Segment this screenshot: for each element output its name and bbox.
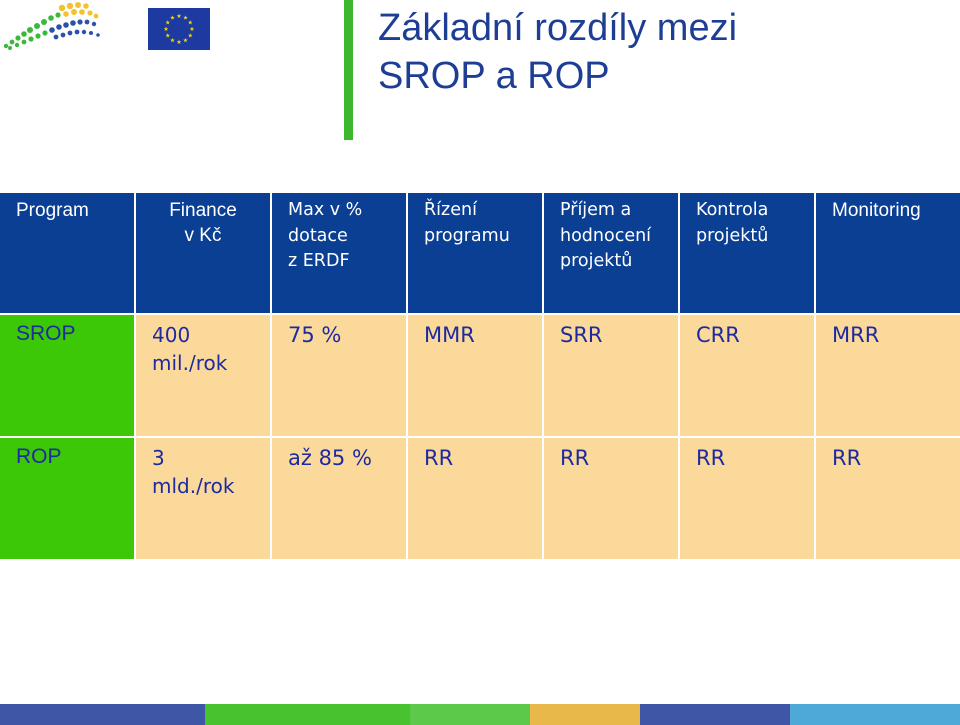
header-rizeni-line: programu <box>424 225 510 246</box>
header-max-dotace: Max v % dotace z ERDF <box>272 193 406 313</box>
footer-strip-green <box>205 704 410 725</box>
row-srop-prijem: SRR <box>544 315 678 436</box>
footer-strip-green-light <box>410 704 530 725</box>
row-rop-finance: 3 mld./rok <box>136 438 270 559</box>
row-rop-rizeni: RR <box>408 438 542 559</box>
footer-strip-cyan <box>790 704 960 725</box>
header-prijem: Příjem a hodnocení projektů <box>544 193 678 313</box>
eu-flag-icon <box>148 8 210 50</box>
header-program-line: Program <box>16 200 89 221</box>
row-srop-monitoring: MRR <box>816 315 960 436</box>
eu-star-icon <box>163 26 169 31</box>
eu-star-icon <box>183 15 188 20</box>
footer-strip-blue <box>0 704 205 725</box>
header-prijem-line: Příjem a <box>560 200 632 220</box>
eu-star-icon <box>165 33 171 38</box>
header-finance-line: v Kč <box>184 225 222 246</box>
row-srop-max-dotace: 75 % <box>272 315 406 436</box>
header-kontrola-line: projektů <box>696 225 769 246</box>
eu-star-icon <box>170 15 175 20</box>
row-rop-program: ROP <box>0 438 134 559</box>
header-prijem-line: hodnocení <box>560 225 652 246</box>
row-rop-max-dotace: až 85 % <box>272 438 406 559</box>
eu-star-icon <box>176 13 182 18</box>
header-max-dotace-line: dotace <box>288 225 348 246</box>
row-rop-prijem: RR <box>544 438 678 559</box>
footer-strip-blue-2 <box>640 704 790 725</box>
header-program: Program <box>0 193 134 313</box>
dotted-wave-logo <box>3 2 100 50</box>
row-srop-finance: 400 mil./rok <box>136 315 270 436</box>
header-monitoring-line: Monitoring <box>832 200 921 221</box>
title-line-1: Základní rozdíly mezi <box>378 7 738 49</box>
eu-star-icon <box>187 33 193 38</box>
row-rop-finance-line: mld./rok <box>152 474 235 498</box>
header-rizeni: Řízení programu <box>408 193 542 313</box>
row-srop-finance-line: mil./rok <box>152 351 228 375</box>
title-accent-bar <box>344 0 353 140</box>
eu-star-icon <box>187 20 193 25</box>
header-finance: Finance v Kč <box>136 193 270 313</box>
eu-star-icon <box>189 26 195 31</box>
header-kontrola-line: Kontrola <box>696 200 769 220</box>
header-monitoring: Monitoring <box>816 193 960 313</box>
eu-star-icon <box>176 39 182 44</box>
header-prijem-line: projektů <box>560 251 633 271</box>
eu-star-icon <box>165 20 171 25</box>
row-srop-rizeni: MMR <box>408 315 542 436</box>
row-rop-kontrola: RR <box>680 438 814 559</box>
row-srop-finance-line: 400 <box>152 323 191 347</box>
footer-color-strip <box>0 704 960 725</box>
footer-strip-gold <box>530 704 640 725</box>
header-kontrola: Kontrola projektů <box>680 193 814 313</box>
title-line-2: SROP a ROP <box>378 55 610 97</box>
header-rizeni-line: Řízení <box>424 200 477 220</box>
eu-star-icon <box>183 37 188 43</box>
eu-star-icon <box>170 37 175 43</box>
row-srop-kontrola: CRR <box>680 315 814 436</box>
header-finance-line: Finance <box>169 200 237 221</box>
row-rop-finance-line: 3 <box>152 446 165 470</box>
header-max-dotace-line: z ERDF <box>288 251 350 271</box>
page-title: Základní rozdíly mezi SROP a ROP <box>378 4 938 100</box>
row-rop-monitoring: RR <box>816 438 960 559</box>
header-max-dotace-line: Max v % <box>288 200 363 220</box>
row-srop-program: SROP <box>0 315 134 436</box>
